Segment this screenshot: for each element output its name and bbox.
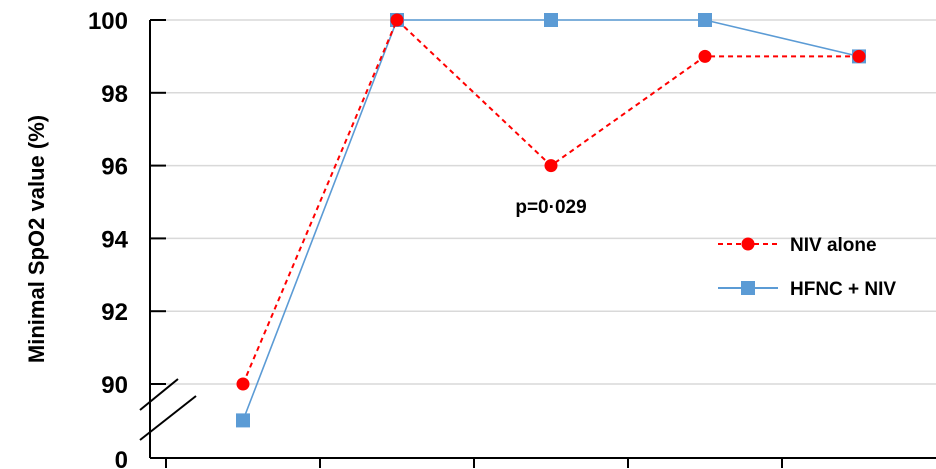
legend-label: NIV alone (790, 235, 877, 256)
grid-lines (150, 19, 936, 385)
series-layer (236, 13, 866, 428)
data-point (698, 13, 712, 27)
y-tick-label: 90 (101, 372, 128, 399)
axis-break-mark-2 (139, 395, 197, 441)
data-point (698, 49, 712, 63)
data-point (544, 159, 558, 173)
series-line (242, 19, 860, 421)
axes (139, 20, 936, 459)
series-0 (236, 13, 866, 391)
y-tick-label: 100 (88, 8, 128, 35)
data-point (236, 377, 250, 391)
y-tick-label-zero: 0 (115, 447, 128, 469)
axis-break-mark-1 (139, 378, 179, 411)
y-tick-label: 96 (101, 154, 128, 181)
y-tick-label: 94 (101, 226, 128, 253)
data-point (544, 13, 558, 27)
data-point (390, 13, 404, 27)
x-axis-ticks (165, 458, 783, 468)
y-tick-labels: 90 92 94 96 98 100 (88, 8, 129, 399)
legend-marker (741, 237, 755, 251)
y-axis-title: Minimal SpO2 value (%) (24, 115, 49, 363)
legend: NIV alone HFNC + NIV (718, 235, 896, 300)
annotations: p=0·029 (515, 197, 586, 218)
y-tick-label: 92 (101, 299, 128, 326)
series-1 (236, 13, 866, 428)
data-point (236, 413, 250, 428)
legend-label: HFNC + NIV (790, 279, 896, 300)
legend-item: NIV alone (718, 235, 877, 256)
legend-item: HFNC + NIV (718, 279, 896, 300)
legend-marker (741, 281, 755, 295)
y-tick-label: 98 (101, 81, 128, 108)
p-value-annotation: p=0·029 (515, 197, 586, 218)
data-point (852, 49, 866, 63)
